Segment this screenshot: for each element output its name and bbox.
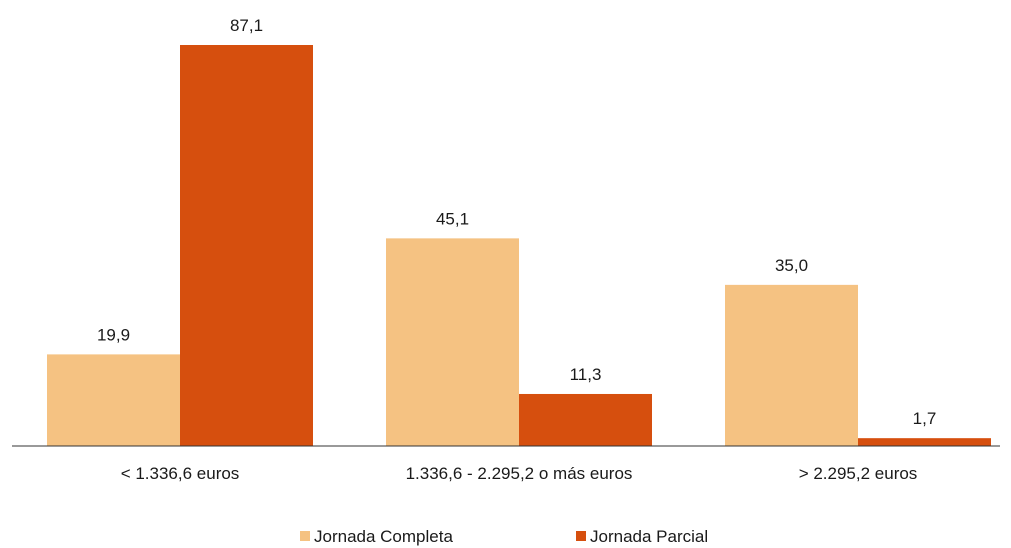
bar-jornada-parcial-2: [519, 393, 652, 446]
x-tick-label-1: < 1.336,6 euros: [121, 464, 240, 483]
bars-layer: [47, 45, 991, 446]
legend-label-jornada-parcial: Jornada Parcial: [590, 527, 708, 546]
value-labels-layer: 19,9 87,1 45,1 11,3 35,0 1,7: [97, 16, 936, 428]
value-label-jornada-parcial-2: 11,3: [570, 365, 602, 384]
bar-jornada-completa-2: [386, 238, 519, 446]
bar-jornada-completa-3: [725, 284, 858, 446]
x-tick-label-2: 1.336,6 - 2.295,2 o más euros: [406, 464, 633, 483]
legend-swatch-jornada-completa: [300, 531, 310, 541]
value-label-jornada-parcial-1: 87,1: [230, 16, 263, 35]
value-label-jornada-parcial-3: 1,7: [913, 409, 937, 428]
value-label-jornada-completa-2: 45,1: [436, 209, 469, 228]
bar-jornada-parcial-1: [180, 45, 313, 446]
legend-swatch-jornada-parcial: [576, 531, 586, 541]
value-label-jornada-completa-3: 35,0: [775, 256, 808, 275]
x-axis-tick-labels: < 1.336,6 euros 1.336,6 - 2.295,2 o más e…: [121, 464, 918, 483]
bar-jornada-completa-1: [47, 354, 180, 446]
legend-label-jornada-completa: Jornada Completa: [314, 527, 453, 546]
x-tick-label-3: > 2.295,2 euros: [799, 464, 918, 483]
legend: Jornada Completa Jornada Parcial: [300, 527, 708, 546]
value-label-jornada-completa-1: 19,9: [97, 325, 130, 344]
bar-jornada-parcial-3: [858, 438, 991, 446]
